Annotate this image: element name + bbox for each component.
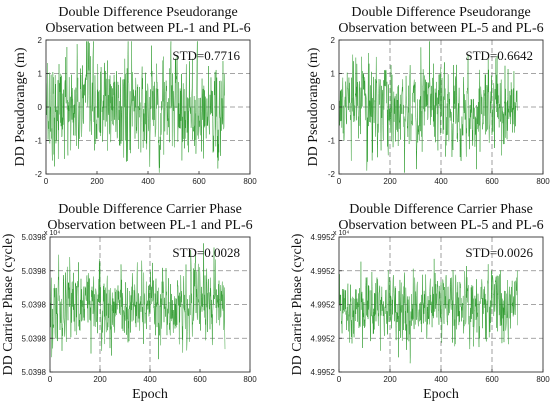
x-tick-label: 800 — [536, 375, 550, 384]
chart-title-line2: Observation between PL-5 and PL-6 — [338, 21, 543, 36]
y-tick-label: 4.9952 — [311, 368, 336, 377]
x-tick-label: 200 — [383, 177, 397, 186]
x-axis-label: Epoch — [132, 387, 168, 402]
series-line — [50, 243, 226, 360]
x-tick-label: 0 — [337, 375, 342, 384]
series-line — [46, 41, 225, 173]
chart-title-line1: Double Difference Carrier Phase — [349, 202, 533, 217]
x-tick-label: 0 — [48, 375, 53, 384]
y-tick-label: 0 — [38, 103, 43, 112]
x-tick-label: 400 — [143, 375, 157, 384]
x-tick-label: 800 — [536, 177, 550, 186]
y-tick-label: 4.9952 — [311, 334, 336, 343]
x-axis-label: Epoch — [423, 387, 459, 402]
chart-title-line2: Observation between PL-5 and PL-6 — [338, 218, 543, 233]
x-tick-label: 400 — [434, 177, 448, 186]
chart-title-line1: Double Difference Pseudorange — [58, 5, 237, 20]
x-tick-label: 600 — [485, 177, 499, 186]
y-tick-label: 4.9952 — [311, 233, 336, 242]
y-axis-label: DD Pseudorange (m) — [306, 47, 321, 166]
x-tick-label: 200 — [93, 375, 107, 384]
x-tick-label: 200 — [383, 375, 397, 384]
x-tick-label: 400 — [141, 177, 155, 186]
std-annotation: STD=0.0028 — [172, 245, 240, 260]
y-exponent-label: x 10⁴ — [333, 230, 349, 237]
y-tick-label: 2 — [38, 36, 43, 45]
y-tick-label: 1 — [38, 70, 43, 79]
series-line — [339, 258, 518, 364]
y-tick-label: 0 — [331, 103, 336, 112]
x-tick-label: 0 — [44, 177, 49, 186]
x-tick-label: 600 — [192, 177, 206, 186]
y-axis-label: DD Carrier Phase (cycle) — [1, 233, 16, 375]
std-annotation: STD=0.6642 — [465, 48, 533, 63]
y-axis-label: DD Carrier Phase (cycle) — [290, 233, 305, 375]
y-tick-label: 5.0398 — [22, 301, 47, 310]
x-tick-label: 800 — [243, 375, 257, 384]
chart-title-line1: Double Difference Pseudorange — [351, 5, 530, 20]
chart-panel-2: Double Difference PseudorangeObservation… — [306, 5, 550, 186]
y-tick-label: -2 — [35, 170, 43, 179]
chart-title-line2: Observation between PL-1 and PL-6 — [45, 21, 250, 36]
x-tick-label: 200 — [90, 177, 104, 186]
y-tick-label: -1 — [35, 137, 43, 146]
y-tick-label: 2 — [331, 36, 336, 45]
chart-panel-1: Double Difference PseudorangeObservation… — [13, 5, 257, 186]
y-tick-label: -2 — [328, 170, 336, 179]
x-tick-label: 400 — [434, 375, 448, 384]
y-tick-label: 5.0398 — [22, 233, 47, 242]
x-tick-label: 800 — [243, 177, 257, 186]
y-tick-label: 5.0398 — [22, 267, 47, 276]
y-exponent-label: x 10⁴ — [44, 230, 60, 237]
chart-title-line2: Observation between PL-1 and PL-6 — [47, 218, 252, 233]
y-tick-label: 4.9952 — [311, 301, 336, 310]
x-tick-label: 0 — [337, 177, 342, 186]
std-annotation: STD=0.0026 — [465, 245, 533, 260]
y-tick-label: -1 — [328, 137, 336, 146]
y-tick-label: 5.0398 — [22, 368, 47, 377]
chart-panel-4: Double Difference Carrier PhaseObservati… — [290, 202, 550, 402]
y-tick-label: 1 — [331, 70, 336, 79]
y-tick-label: 5.0398 — [22, 334, 47, 343]
x-tick-label: 600 — [485, 375, 499, 384]
y-tick-label: 4.9952 — [311, 267, 336, 276]
chart-title-line1: Double Difference Carrier Phase — [58, 202, 242, 217]
series-line — [339, 41, 518, 173]
std-annotation: STD=0.7716 — [172, 48, 240, 63]
x-tick-label: 600 — [193, 375, 207, 384]
y-axis-label: DD Pseudorange (m) — [13, 47, 28, 166]
chart-panel-3: Double Difference Carrier PhaseObservati… — [1, 202, 257, 402]
